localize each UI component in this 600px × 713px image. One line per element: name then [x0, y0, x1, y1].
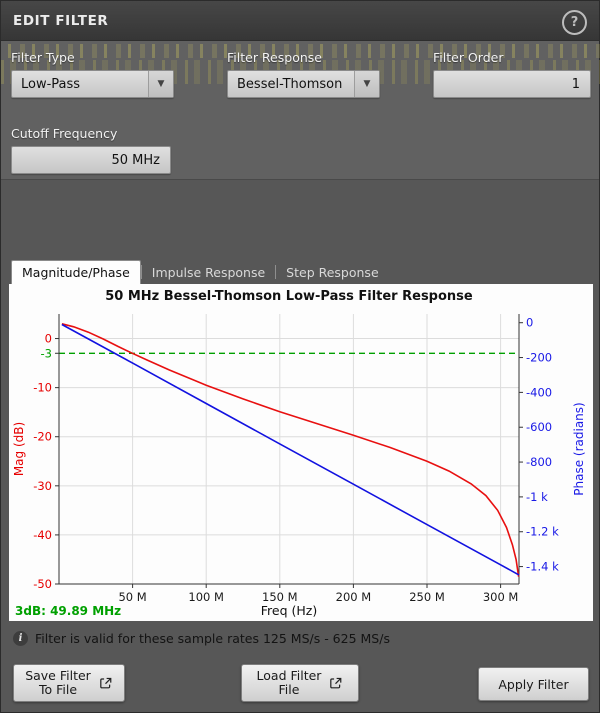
magnitude-curve	[61, 323, 520, 577]
save-filter-button[interactable]: Save Filter To File	[13, 664, 125, 702]
svg-text:250 M: 250 M	[409, 590, 445, 604]
response-view-tabs: Magnitude/Phase Impulse Response Step Re…	[11, 260, 389, 284]
chart-title: 50 MHz Bessel-Thomson Low-Pass Filter Re…	[105, 289, 473, 304]
svg-text:-10: -10	[33, 381, 52, 395]
dialog-title: EDIT FILTER	[13, 12, 109, 29]
svg-text:-800: -800	[526, 455, 552, 469]
filter-order-label: Filter Order	[433, 50, 504, 65]
phase-axis-label: Phase (radians)	[572, 402, 586, 495]
filter-type-group: Filter Type Low-Pass ▼	[11, 49, 174, 98]
apply-filter-label: Apply Filter	[498, 676, 569, 692]
svg-text:-30: -30	[33, 479, 52, 493]
svg-text:-20: -20	[33, 430, 52, 444]
load-filter-label-line2: File	[278, 682, 300, 697]
filter-response-dropdown[interactable]: Bessel-Thomson ▼	[227, 70, 380, 98]
svg-text:-1.2 k: -1.2 k	[526, 525, 559, 539]
sample-rate-info: i Filter is valid for these sample rates…	[13, 631, 390, 646]
titlebar: EDIT FILTER ?	[1, 1, 599, 41]
svg-text:-200: -200	[526, 351, 552, 365]
chart-xlabel: Freq (Hz)	[261, 603, 317, 618]
tab-impulse-response[interactable]: Impulse Response	[142, 260, 275, 284]
svg-text:-600: -600	[526, 420, 552, 434]
load-filter-button[interactable]: Load Filter File	[241, 664, 359, 702]
chart-panel: 50 M 100 M 150 M 200 M 250 M 300 M 0 -3 -10 -20 -3…	[9, 284, 593, 621]
tab-step-response[interactable]: Step Response	[276, 260, 388, 284]
export-icon	[330, 677, 342, 688]
save-filter-label-line1: Save Filter	[25, 668, 91, 683]
tab-separator	[275, 265, 277, 279]
load-filter-label-line1: Load Filter	[256, 668, 322, 683]
chart-3db-annotation: 3dB: 49.89 MHz	[15, 604, 121, 618]
svg-text:-1 k: -1 k	[526, 490, 548, 504]
phase-curve	[61, 323, 520, 576]
tab-separator	[140, 265, 142, 279]
svg-text:-3: -3	[41, 346, 52, 360]
svg-text:0: 0	[526, 316, 533, 330]
filter-type-value: Low-Pass	[21, 76, 81, 92]
svg-text:-400: -400	[526, 385, 552, 399]
filter-order-value: 1	[571, 76, 580, 92]
sample-rate-info-text: Filter is valid for these sample rates 1…	[35, 631, 390, 646]
cutoff-frequency-field[interactable]: 50 MHz	[11, 146, 171, 174]
mag-axis-label: Mag (dB)	[12, 422, 26, 476]
tab-label: Step Response	[286, 264, 379, 280]
load-filter-label: Load Filter File	[257, 669, 322, 697]
chevron-down-icon: ▼	[148, 71, 173, 97]
svg-text:100 M: 100 M	[188, 590, 224, 604]
help-icon[interactable]: ?	[562, 10, 587, 35]
chevron-down-icon: ▼	[354, 71, 379, 97]
cutoff-frequency-group: Cutoff Frequency 50 MHz	[11, 125, 171, 174]
info-icon: i	[13, 631, 28, 646]
save-filter-label-line2: To File	[38, 682, 78, 697]
svg-text:300 M: 300 M	[483, 590, 519, 604]
filter-type-label: Filter Type	[11, 50, 75, 65]
svg-text:200 M: 200 M	[336, 590, 372, 604]
filter-order-field[interactable]: 1	[433, 70, 591, 98]
export-icon	[100, 677, 112, 688]
svg-text:50 M: 50 M	[118, 590, 146, 604]
svg-text:-50: -50	[33, 577, 52, 591]
filter-order-group: Filter Order 1	[433, 49, 591, 98]
tab-label: Magnitude/Phase	[22, 265, 130, 280]
svg-text:150 M: 150 M	[262, 590, 298, 604]
svg-text:-1.4 k: -1.4 k	[526, 560, 559, 574]
svg-text:0: 0	[45, 332, 52, 346]
cutoff-frequency-label: Cutoff Frequency	[11, 126, 118, 141]
svg-text:-40: -40	[33, 528, 52, 542]
filter-response-value: Bessel-Thomson	[237, 76, 343, 92]
filter-response-group: Filter Response Bessel-Thomson ▼	[227, 49, 380, 98]
filter-type-dropdown[interactable]: Low-Pass ▼	[11, 70, 174, 98]
filter-response-label: Filter Response	[227, 50, 322, 65]
tab-label: Impulse Response	[151, 264, 266, 280]
apply-filter-button[interactable]: Apply Filter	[478, 667, 589, 701]
tab-magnitude-phase[interactable]: Magnitude/Phase	[11, 260, 141, 284]
cutoff-frequency-value: 50 MHz	[111, 152, 161, 168]
filter-response-chart: 50 M 100 M 150 M 200 M 250 M 300 M0-3-10-20-3…	[12, 289, 586, 618]
save-filter-label: Save Filter To File	[25, 669, 91, 697]
